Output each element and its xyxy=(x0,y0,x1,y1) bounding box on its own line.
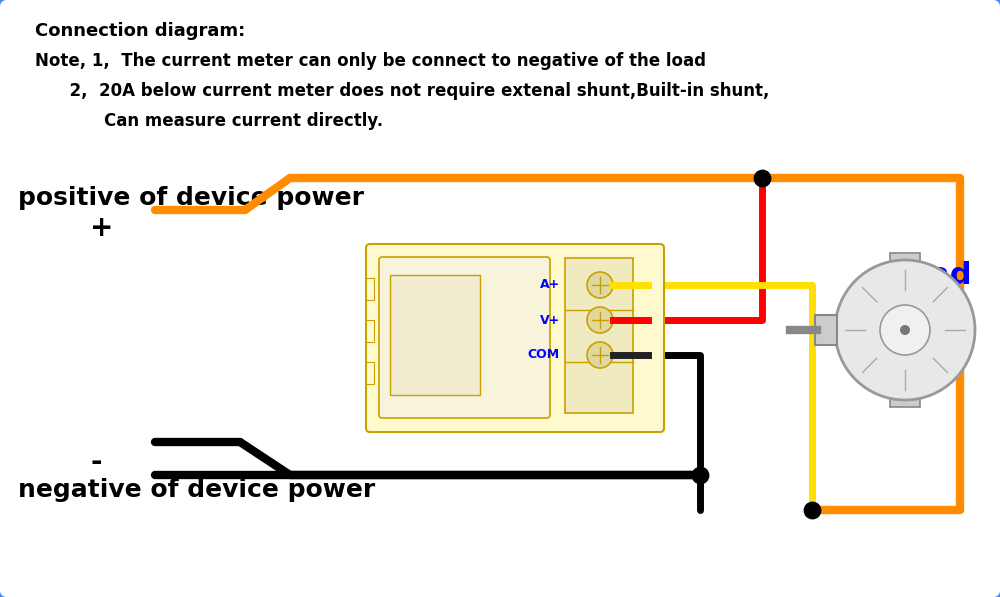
FancyBboxPatch shape xyxy=(366,320,374,342)
Text: Connection diagram:: Connection diagram: xyxy=(35,22,245,40)
Text: V+: V+ xyxy=(540,313,560,327)
Circle shape xyxy=(587,342,613,368)
Text: Load: Load xyxy=(889,260,971,290)
Point xyxy=(804,505,820,515)
Text: -: - xyxy=(90,448,102,476)
FancyBboxPatch shape xyxy=(815,315,837,345)
FancyBboxPatch shape xyxy=(390,275,480,395)
FancyBboxPatch shape xyxy=(379,257,550,418)
Point xyxy=(754,173,770,183)
FancyBboxPatch shape xyxy=(366,278,374,300)
Text: COM: COM xyxy=(528,349,560,362)
Text: Note, 1,  The current meter can only be connect to negative of the load: Note, 1, The current meter can only be c… xyxy=(35,52,706,70)
FancyBboxPatch shape xyxy=(565,258,633,413)
FancyBboxPatch shape xyxy=(890,383,920,407)
Text: negative of device power: negative of device power xyxy=(18,478,375,502)
Point xyxy=(692,470,708,480)
Circle shape xyxy=(835,260,975,400)
FancyBboxPatch shape xyxy=(890,253,920,277)
FancyBboxPatch shape xyxy=(366,244,664,432)
Text: positive of device power: positive of device power xyxy=(18,186,364,210)
Circle shape xyxy=(587,272,613,298)
FancyBboxPatch shape xyxy=(366,362,374,384)
Text: Can measure current directly.: Can measure current directly. xyxy=(35,112,383,130)
Circle shape xyxy=(900,325,910,335)
Text: +: + xyxy=(90,214,113,242)
Text: 2,  20A below current meter does not require extenal shunt,Built-in shunt,: 2, 20A below current meter does not requ… xyxy=(35,82,769,100)
Circle shape xyxy=(880,305,930,355)
Text: A+: A+ xyxy=(540,278,560,291)
Circle shape xyxy=(587,307,613,333)
